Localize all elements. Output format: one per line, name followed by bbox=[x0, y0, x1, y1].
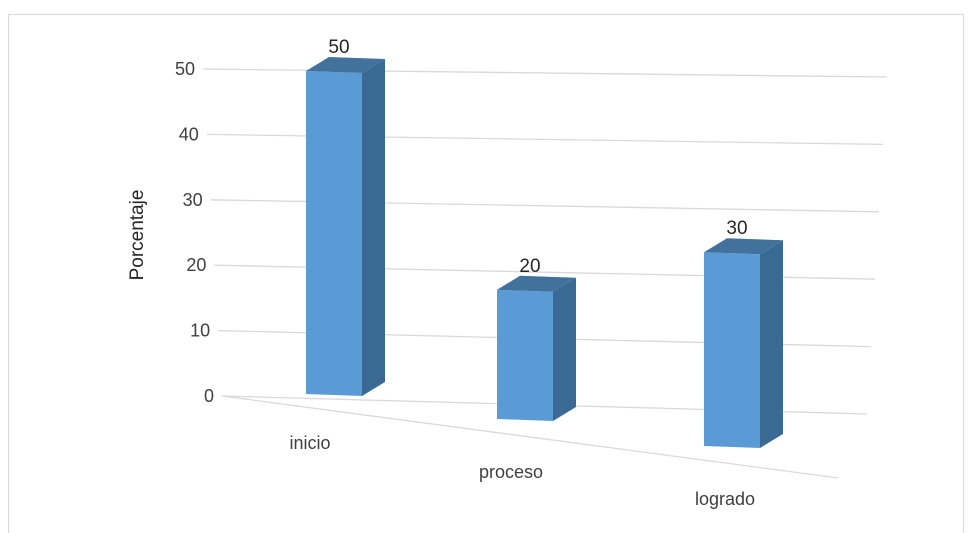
chart-frame bbox=[8, 14, 964, 533]
category-label-proceso: proceso bbox=[479, 462, 543, 482]
category-labels: inicio proceso logrado bbox=[289, 433, 755, 509]
y-tick-label: 30 bbox=[183, 190, 203, 210]
y-axis-title: Porcentaje bbox=[127, 190, 148, 281]
bar-top-inicio bbox=[306, 57, 385, 73]
y-tick-labels: 0 10 20 30 40 50 bbox=[175, 59, 214, 406]
bar-top-logrado bbox=[704, 238, 783, 255]
gridline-50 bbox=[202, 68, 888, 78]
bar-front-inicio bbox=[306, 71, 362, 396]
y-tick-label: 50 bbox=[175, 59, 195, 79]
data-labels: 50 20 30 bbox=[328, 37, 747, 277]
y-tick-label: 10 bbox=[190, 321, 210, 341]
floor-front-edge bbox=[221, 395, 839, 479]
bar-front-logrado bbox=[704, 252, 760, 448]
category-label-inicio: inicio bbox=[289, 433, 330, 453]
y-tick-label: 0 bbox=[204, 386, 214, 406]
bar-side-logrado bbox=[760, 240, 783, 448]
y-tick-label: 20 bbox=[186, 255, 206, 275]
category-label-logrado: logrado bbox=[695, 489, 755, 509]
y-tick-label: 40 bbox=[179, 124, 199, 144]
bar-side-proceso bbox=[553, 277, 576, 421]
data-label-inicio: 50 bbox=[328, 37, 349, 58]
data-label-logrado: 30 bbox=[726, 218, 747, 239]
bar-top-proceso bbox=[497, 275, 576, 292]
bar-front-proceso bbox=[497, 289, 553, 421]
data-label-proceso: 20 bbox=[519, 256, 540, 277]
bars bbox=[306, 57, 783, 448]
bar-side-inicio bbox=[362, 59, 385, 396]
